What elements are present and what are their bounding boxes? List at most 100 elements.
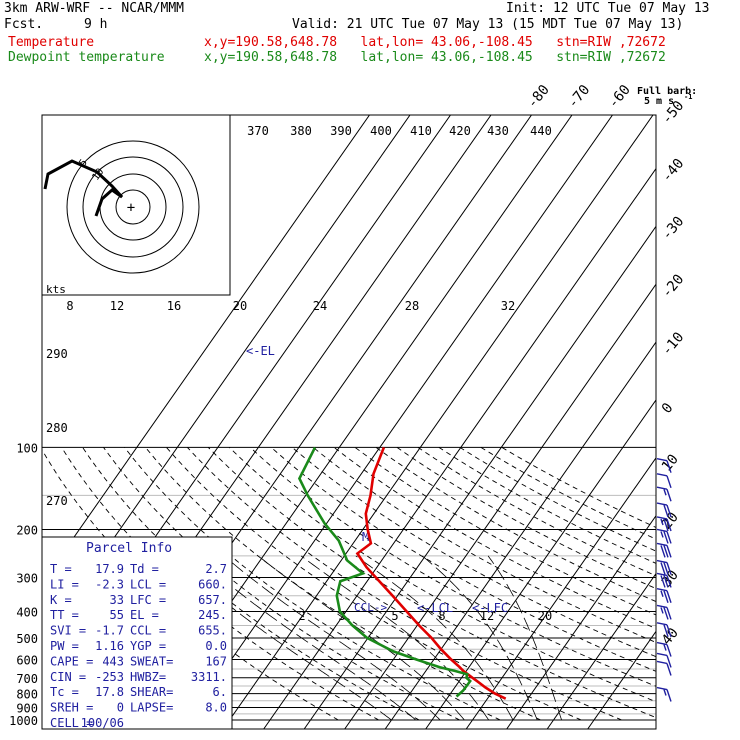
wind-barb — [656, 572, 672, 588]
hodograph-units: kts — [46, 283, 66, 296]
isotherm — [303, 225, 656, 729]
wind-barb-staff — [656, 528, 668, 533]
dry-adiabat — [82, 447, 420, 721]
wind-barb — [656, 604, 672, 620]
temperature-label: -20 — [659, 271, 688, 301]
wind-barb-half — [663, 644, 667, 651]
dry-adiabat — [333, 447, 656, 629]
wind-barb-staff — [656, 542, 668, 547]
wind-barb-staff — [656, 622, 668, 626]
wind-barb-half — [663, 689, 667, 696]
temperature-label: -10 — [659, 329, 688, 359]
wind-barb-full — [660, 575, 666, 588]
wind-barb-staff — [656, 502, 668, 506]
theta-label: 420 — [449, 124, 471, 138]
theta-label: 380 — [290, 124, 312, 138]
wind-barb-staff — [656, 486, 668, 490]
wind-barb — [656, 652, 672, 668]
pressure-label: 900 — [16, 702, 38, 716]
temperature-label: -70 — [565, 82, 594, 112]
wind-barb-full — [666, 607, 672, 620]
parcel-key: CIN = — [50, 670, 86, 684]
barb-key-exponent: -1 — [684, 93, 692, 101]
isotherm — [344, 283, 656, 729]
parcel-key: YGP = — [130, 639, 166, 653]
pressure-label: 700 — [16, 672, 38, 686]
dry-adiabat — [166, 447, 582, 721]
parcel-key: LAPSE= — [130, 701, 173, 715]
mixing-ratio-label: 5 — [391, 609, 398, 623]
dry-adiabat — [270, 447, 656, 672]
wind-barb-full — [666, 545, 672, 558]
wind-barb — [656, 588, 672, 603]
wind-barb-staff — [656, 516, 668, 520]
parcel-box-frame — [41, 536, 233, 730]
wind-barb — [656, 542, 672, 558]
dry-adiabat — [354, 447, 656, 616]
forecast-label: Fcst. — [4, 17, 44, 32]
temperature-trace — [355, 446, 507, 700]
parcel-key: Tc = — [50, 685, 79, 699]
parcel-key: CELL = — [50, 716, 93, 730]
pressure-label: 1000 — [9, 714, 38, 728]
wind-barb — [656, 559, 672, 575]
wind-barb-full — [663, 607, 669, 620]
parcel-value: 33 — [110, 593, 124, 607]
dry-adiabat — [207, 447, 656, 719]
hodograph-ring — [66, 140, 200, 274]
theta-label: 370 — [247, 124, 269, 138]
wind-barb-full — [666, 689, 672, 702]
temperature-label: 0 — [659, 400, 677, 417]
parcel-value: 100/06 — [81, 716, 124, 730]
wind-barb-staff — [656, 572, 668, 577]
wind-barb-staff — [656, 660, 668, 665]
plot-frame — [41, 114, 657, 730]
dry-adiabat — [103, 447, 460, 721]
isotherm — [506, 514, 656, 729]
pressure-label: 100 — [16, 441, 38, 455]
mixing-ratio-label: 2 — [298, 609, 305, 623]
parcel-value: 1.16 — [95, 639, 124, 653]
wind-barb-full — [666, 518, 672, 532]
wind-barb — [656, 486, 672, 502]
dry-adiabat — [145, 447, 541, 721]
parcel-value: 167 — [205, 654, 227, 668]
parcel-key: CAPE = — [50, 654, 93, 668]
wind-barb-staff — [656, 686, 668, 691]
moist-adiabat — [487, 555, 562, 721]
isotherm — [42, 115, 370, 584]
temperature-label: -40 — [659, 156, 688, 186]
temperature-label: -60 — [605, 82, 634, 112]
mixing-ratio-label: 20 — [538, 609, 552, 623]
wind-barb-full — [663, 624, 669, 638]
dry-adiabat — [480, 447, 656, 540]
theta-label: 290 — [46, 347, 68, 361]
parcel-key: LCL = — [130, 577, 166, 591]
parcel-key: CCL = — [130, 624, 166, 638]
wind-barb-full — [663, 545, 669, 558]
pressure-label: 600 — [16, 654, 38, 668]
dewpoint-legend: Dewpoint temperature — [8, 50, 165, 65]
theta-label: 270 — [46, 494, 68, 508]
parcel-value: 3311. — [191, 670, 227, 684]
moist-adiabat — [223, 555, 441, 721]
parcel-key: PW = — [50, 639, 79, 653]
dry-adiabat — [375, 447, 656, 603]
pressure-label: 800 — [16, 688, 38, 702]
theta-label: 280 — [46, 421, 68, 435]
temperature-label: -80 — [524, 82, 553, 112]
wind-barb-full — [666, 475, 672, 489]
theta-label: 440 — [530, 124, 552, 138]
trace-layer — [297, 446, 507, 700]
parcel-key: SVI = — [50, 624, 86, 638]
el-marker: <-EL — [246, 344, 275, 358]
mixing-ratio-label: 32 — [501, 299, 515, 313]
moist-adiabat — [257, 555, 465, 721]
wind-barb-full — [663, 590, 669, 603]
hodograph-trace — [43, 159, 124, 217]
temperature-label: -30 — [659, 214, 688, 244]
mixing-ratio-label: 8 — [438, 609, 445, 623]
hodograph-frame — [41, 114, 231, 296]
